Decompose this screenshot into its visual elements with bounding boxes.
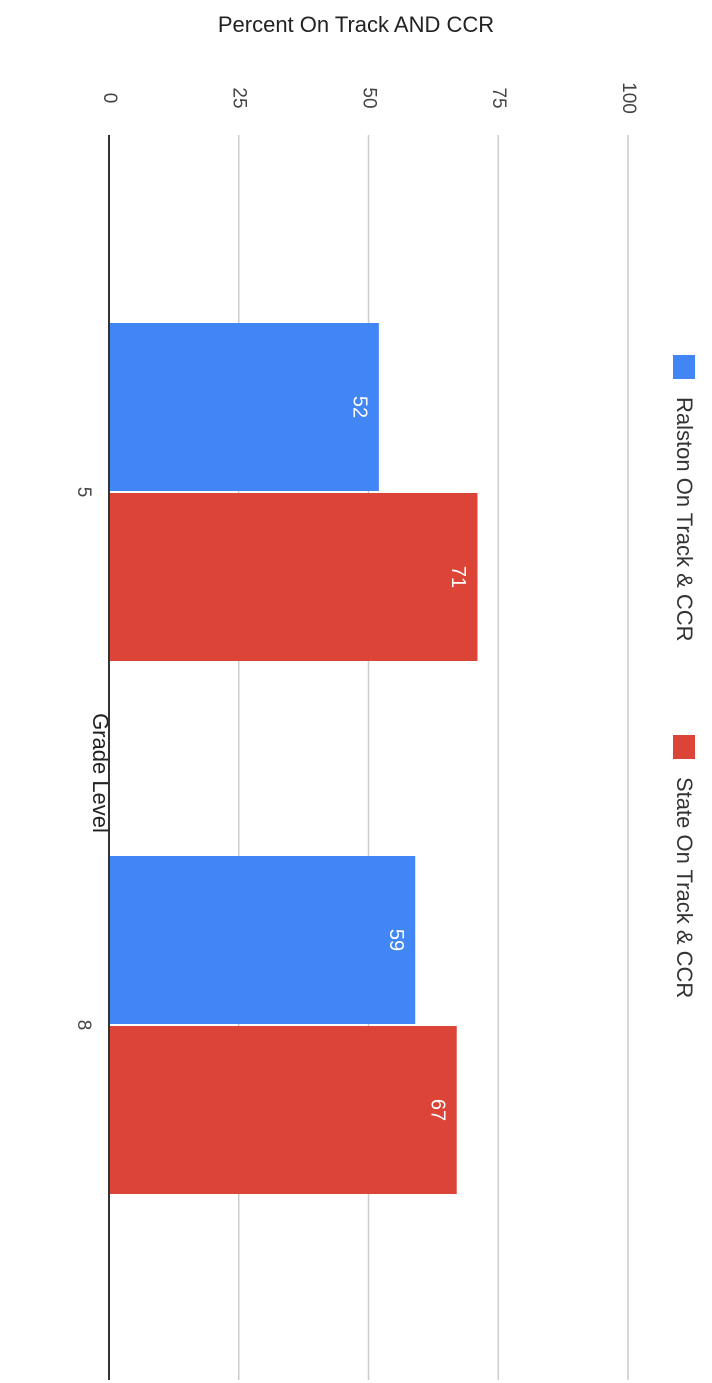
x-tick-label: 0 bbox=[99, 93, 120, 104]
bar-state-grade-8 bbox=[109, 1026, 457, 1194]
data-label: 67 bbox=[426, 1099, 448, 1121]
category-tick-label: 5 bbox=[73, 487, 94, 498]
bar-ralston-grade-5 bbox=[109, 323, 379, 491]
legend-label: Ralston On Track & CCR bbox=[672, 397, 697, 642]
x-tick-label: 50 bbox=[358, 87, 379, 108]
legend-swatch bbox=[673, 355, 695, 379]
x-tick-label: 75 bbox=[488, 87, 509, 108]
x-tick-label: 100 bbox=[618, 82, 639, 114]
legend-swatch bbox=[673, 735, 695, 759]
data-label: 71 bbox=[447, 566, 469, 588]
category-tick-label: 8 bbox=[73, 1020, 94, 1031]
data-label: 52 bbox=[349, 396, 371, 418]
legend-label: State On Track & CCR bbox=[672, 777, 697, 998]
data-label: 59 bbox=[385, 929, 407, 951]
x-tick-label: 25 bbox=[229, 87, 250, 108]
bar-ralston-grade-8 bbox=[109, 856, 416, 1024]
bar-state-grade-5 bbox=[109, 493, 478, 661]
x-axis-title: Percent On Track AND CCR bbox=[217, 12, 495, 37]
